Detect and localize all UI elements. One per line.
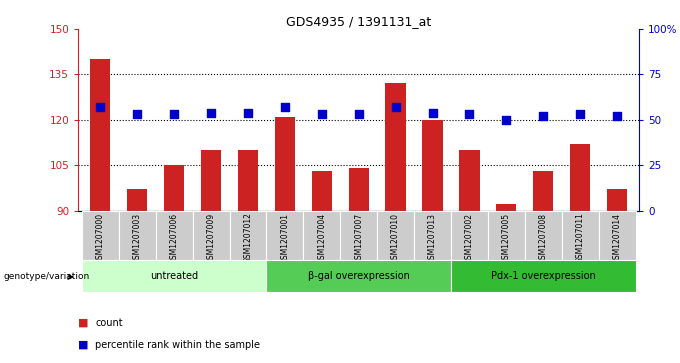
Point [538, 113, 549, 119]
Text: GSM1207000: GSM1207000 [96, 212, 105, 264]
Point [95, 104, 106, 110]
Bar [340, 211, 377, 260]
Text: GSM1207005: GSM1207005 [502, 212, 511, 264]
Text: GSM1207008: GSM1207008 [539, 212, 547, 264]
Point [611, 113, 622, 119]
Text: Pdx-1 overexpression: Pdx-1 overexpression [491, 271, 596, 281]
Bar [267, 211, 303, 260]
Point [169, 111, 180, 117]
Text: GSM1207010: GSM1207010 [391, 212, 400, 264]
Bar [119, 211, 156, 260]
Point [353, 111, 364, 117]
Bar [156, 211, 192, 260]
Bar [598, 211, 636, 260]
Text: genotype/variation: genotype/variation [3, 273, 90, 281]
Point [279, 104, 290, 110]
Text: GSM1207014: GSM1207014 [613, 212, 622, 264]
Bar [496, 204, 517, 211]
Bar [570, 144, 590, 211]
Text: β-gal overexpression: β-gal overexpression [308, 271, 409, 281]
Bar [275, 117, 295, 211]
Bar [488, 211, 525, 260]
Bar [127, 189, 148, 211]
Text: count: count [95, 318, 123, 328]
Point [243, 110, 254, 115]
Point [427, 110, 438, 115]
Text: GSM1207007: GSM1207007 [354, 212, 363, 264]
Bar [459, 150, 479, 211]
Bar [525, 211, 562, 260]
Bar [349, 168, 369, 211]
Text: ■: ■ [78, 340, 88, 350]
Bar [82, 260, 267, 292]
Point [501, 117, 512, 123]
Bar [82, 211, 119, 260]
Point [132, 111, 143, 117]
Bar [267, 260, 451, 292]
Title: GDS4935 / 1391131_at: GDS4935 / 1391131_at [286, 15, 431, 28]
Text: GSM1207002: GSM1207002 [465, 212, 474, 264]
Text: GSM1207012: GSM1207012 [243, 212, 252, 264]
Point [205, 110, 216, 115]
Bar [607, 189, 627, 211]
Bar [451, 260, 636, 292]
Bar [230, 211, 267, 260]
Bar [533, 171, 554, 211]
Bar [451, 211, 488, 260]
Bar [90, 59, 110, 211]
Text: GSM1207011: GSM1207011 [576, 212, 585, 264]
Text: GSM1207003: GSM1207003 [133, 212, 141, 264]
Bar [311, 171, 332, 211]
Point [464, 111, 475, 117]
Bar [201, 150, 221, 211]
Point [316, 111, 327, 117]
Text: untreated: untreated [150, 271, 199, 281]
Bar [422, 120, 443, 211]
Bar [414, 211, 451, 260]
Bar [377, 211, 414, 260]
Bar [164, 165, 184, 211]
Bar [386, 83, 406, 211]
Text: GSM1207009: GSM1207009 [207, 212, 216, 264]
Text: GSM1207004: GSM1207004 [318, 212, 326, 264]
Bar [192, 211, 230, 260]
Text: percentile rank within the sample: percentile rank within the sample [95, 340, 260, 350]
Bar [562, 211, 598, 260]
Point [390, 104, 401, 110]
Bar [303, 211, 340, 260]
Text: GSM1207013: GSM1207013 [428, 212, 437, 264]
Text: GSM1207001: GSM1207001 [280, 212, 290, 264]
Text: ■: ■ [78, 318, 88, 328]
Bar [238, 150, 258, 211]
Point [575, 111, 585, 117]
Text: GSM1207006: GSM1207006 [170, 212, 179, 264]
